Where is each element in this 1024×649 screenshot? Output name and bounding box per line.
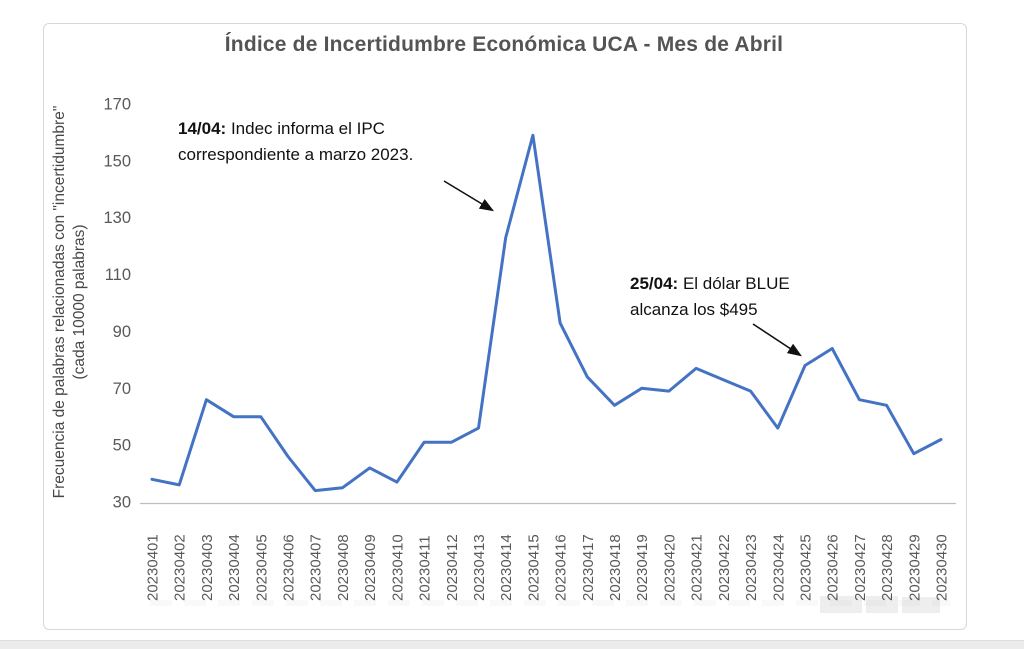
- x-axis-label: 20230410: [389, 534, 406, 601]
- x-axis-label: 20230427: [852, 534, 869, 601]
- x-axis-label: 20230403: [199, 534, 216, 601]
- chart-title: Índice de Incertidumbre Económica UCA - …: [224, 33, 784, 56]
- x-axis-label: 20230423: [743, 534, 760, 601]
- y-axis-tick-labels: 30 50 70 90 110 130 150 170: [103, 96, 131, 512]
- x-axis-label: 20230408: [335, 534, 352, 601]
- x-axis-label: 20230411: [417, 535, 434, 601]
- x-axis-label: 20230418: [607, 534, 624, 601]
- uncertainty-index-line: [150, 133, 943, 493]
- annotation-dolar-blue: 25/04: El dólar BLUE alcanza los $495: [630, 271, 846, 323]
- x-axis-label: 20230424: [770, 534, 787, 601]
- x-axis-label: 20230429: [906, 534, 923, 601]
- x-axis-label: 20230402: [172, 534, 189, 601]
- x-axis-label: 20230422: [716, 534, 733, 601]
- x-axis-label: 20230417: [580, 534, 597, 601]
- annotation-ipc-text: Indec informa el IPC correspondiente a m…: [178, 119, 414, 164]
- watermark: [866, 596, 898, 613]
- x-axis-label: 20230412: [444, 534, 461, 601]
- y-axis-label: 70: [113, 380, 131, 398]
- x-axis-label: 20230430: [934, 534, 951, 601]
- annotation-ipc-date: 14/04:: [178, 119, 227, 138]
- chart-frame: [43, 23, 967, 630]
- x-axis-label: 20230404: [226, 534, 243, 601]
- y-axis-label: 150: [103, 152, 131, 170]
- y-axis-label: 50: [113, 437, 131, 455]
- x-axis-label: 20230415: [525, 534, 542, 601]
- y-axis-label: 170: [103, 96, 131, 114]
- annotation-arrow-ipc: [443, 180, 495, 212]
- x-axis-label: 20230420: [661, 534, 678, 601]
- x-axis-label: 20230428: [879, 534, 896, 601]
- y-axis-label: 90: [113, 323, 131, 341]
- x-axis-label: 20230414: [498, 534, 515, 601]
- watermark: [902, 597, 940, 613]
- y-axis-label: 130: [103, 209, 131, 227]
- x-axis-label: 20230426: [825, 534, 842, 601]
- y-axis-label: 30: [113, 494, 131, 512]
- x-axis-label: 20230416: [553, 534, 570, 601]
- watermark: [820, 596, 862, 613]
- y-axis-label: 110: [105, 266, 131, 284]
- x-axis-label: 20230406: [281, 534, 298, 601]
- watermark-smudge: [150, 600, 950, 606]
- annotation-arrow-dolar-blue: [752, 323, 803, 357]
- annotation-dolar-blue-text: El dólar BLUE alcanza los $495: [630, 274, 790, 319]
- x-axis-tick-labels: 20230401 20230402 20230403 20230404 20230405…: [145, 534, 951, 601]
- x-axis-label: 20230419: [634, 534, 651, 601]
- x-axis-label: 20230401: [145, 534, 162, 601]
- annotation-dolar-blue-date: 25/04:: [630, 274, 679, 293]
- x-axis-label: 20230413: [471, 534, 488, 601]
- x-axis-label: 20230409: [362, 534, 379, 601]
- x-axis-label: 20230407: [308, 534, 325, 601]
- x-axis-label: 20230425: [798, 534, 815, 601]
- x-axis-label: 20230405: [253, 534, 270, 601]
- bottom-band: [0, 640, 1024, 649]
- x-axis-label: 20230421: [689, 534, 706, 601]
- annotation-ipc: 14/04: Indec informa el IPC correspondie…: [178, 116, 470, 168]
